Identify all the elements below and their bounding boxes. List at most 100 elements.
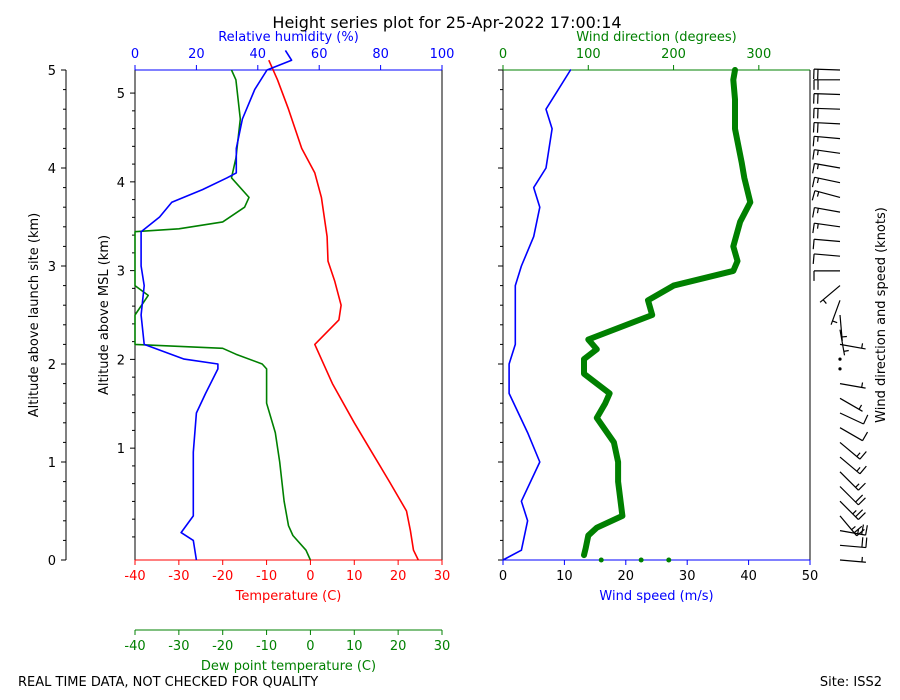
barb-full-flag	[861, 537, 864, 548]
rh-tick-label: 40	[250, 47, 267, 62]
barb-half-flag	[816, 178, 820, 184]
wind-barb	[813, 92, 841, 104]
barb-full-flag	[865, 525, 868, 536]
barb-shaft	[830, 300, 841, 325]
wind-direction-outlier-point	[598, 557, 604, 563]
barb-full-flag	[811, 190, 816, 201]
dewpoint-tick-label: -40	[124, 639, 145, 654]
msl-altitude-tick-label: 3	[117, 265, 125, 280]
wind-barb	[839, 397, 863, 412]
barb-full-flag	[812, 163, 815, 174]
wind-barb	[839, 343, 866, 350]
wind-barb	[812, 149, 841, 160]
launch-altitude-tick-label: 5	[48, 64, 56, 79]
wind-barb	[812, 222, 841, 234]
calm-wind-dot	[838, 357, 842, 361]
wind-direction-line	[581, 67, 754, 559]
humidity-line	[140, 49, 293, 561]
wind-speed-axis-label: Wind speed (m/s)	[599, 589, 713, 604]
thermo-panel: 0 1 2 3 4 5 Altitude above launch site (km) 1 2 3…	[27, 30, 454, 674]
chart-title: Height series plot for 25-Apr-2022 17:00…	[272, 13, 621, 32]
msl-altitude-tick-label: 1	[117, 442, 125, 457]
wind-barb	[813, 68, 841, 80]
dewpoint-axis-label: Dew point temperature (C)	[201, 659, 376, 674]
barb-shaft	[814, 253, 841, 257]
barb-half-flag	[856, 467, 861, 472]
barb-half-flag	[822, 299, 827, 304]
wind-barb	[813, 270, 840, 281]
launch-altitude-tick-label: 4	[48, 162, 56, 177]
launch-altitude-axis-label: Altitude above launch site (km)	[27, 213, 42, 417]
rh-tick-label: 0	[131, 47, 139, 62]
wind-direction-tick-label: 200	[661, 47, 686, 62]
msl-altitude-axis-label: Altitude above MSL (km)	[97, 235, 112, 395]
wind-barb	[819, 285, 841, 304]
rh-tick-label: 20	[188, 47, 205, 62]
dewpoint-tick-label: -20	[212, 639, 233, 654]
barb-full-flag	[812, 223, 815, 234]
barb-full-flag	[812, 136, 815, 147]
msl-altitude-tick-label: 2	[117, 353, 125, 368]
wind-speed-tick-label: 20	[618, 569, 635, 584]
barb-full-flag	[812, 149, 815, 160]
rh-tick-label: 60	[311, 47, 328, 62]
wind-barb	[839, 537, 868, 549]
barb-half-flag	[843, 349, 849, 352]
temperature-tick-label: 30	[434, 569, 451, 584]
rh-tick-label: 80	[372, 47, 389, 62]
barb-half-flag	[861, 343, 864, 349]
wind-speed-tick-label: 10	[556, 569, 573, 584]
wind-barb	[839, 412, 869, 425]
barb-half-flag	[851, 526, 856, 531]
wind-barb	[812, 135, 841, 147]
wind-direction-outlier-point	[666, 557, 672, 563]
temperature-tick-label: -20	[212, 569, 233, 584]
barb-shaft	[814, 206, 841, 213]
barb-full-flag	[863, 414, 869, 425]
barb-shaft	[839, 471, 859, 491]
barb-shaft	[814, 238, 841, 243]
launch-altitude-tick-label: 3	[48, 260, 56, 275]
wind-barb	[830, 300, 841, 325]
barb-half-flag	[816, 191, 820, 197]
dewpoint-tick-label: -30	[168, 639, 189, 654]
wind-barb	[839, 314, 847, 341]
wind-barb	[812, 162, 841, 174]
wind-barb	[839, 427, 869, 442]
barb-half-flag	[852, 509, 857, 515]
barb-shaft	[839, 329, 846, 356]
barb-full-flag	[812, 207, 815, 218]
dewpoint-line	[134, 69, 312, 561]
barb-shaft	[839, 343, 866, 350]
wind-barb	[839, 500, 866, 521]
barb-full-flag	[811, 177, 816, 188]
footer-quality-note: REAL TIME DATA, NOT CHECKED FOR QUALITY	[18, 675, 318, 690]
wind-barb	[839, 524, 868, 536]
barb-half-flag	[858, 404, 863, 410]
temperature-tick-label: -10	[256, 569, 277, 584]
calm-wind-dot	[838, 367, 842, 371]
barb-panel: Wind direction and speed (knots)	[811, 68, 889, 563]
wind-barb	[839, 441, 867, 460]
launch-altitude-tick-label: 2	[48, 358, 56, 373]
barb-full-flag	[816, 122, 819, 133]
wind-speed-tick-label: 30	[679, 569, 696, 584]
barb-half-flag	[856, 452, 861, 457]
wind-speed-tick-label: 40	[740, 569, 757, 584]
barb-shaft	[839, 412, 864, 425]
barb-shaft	[839, 486, 859, 506]
barb-full-flag	[812, 253, 815, 264]
barb-shaft	[839, 427, 863, 442]
wind-barb	[813, 79, 840, 90]
temperature-tick-label: 20	[390, 569, 407, 584]
wind-barb	[811, 176, 841, 188]
wind-barb	[813, 107, 841, 119]
wind-speed-tick-label: 0	[499, 569, 507, 584]
barb-full-flag	[857, 482, 866, 491]
wind-speed-tick-label: 50	[802, 569, 819, 584]
wind-barb-axis-label: Wind direction and speed (knots)	[874, 207, 889, 423]
wind-barb	[812, 253, 841, 264]
wind-barb	[812, 206, 841, 218]
temperature-tick-label: -30	[168, 569, 189, 584]
